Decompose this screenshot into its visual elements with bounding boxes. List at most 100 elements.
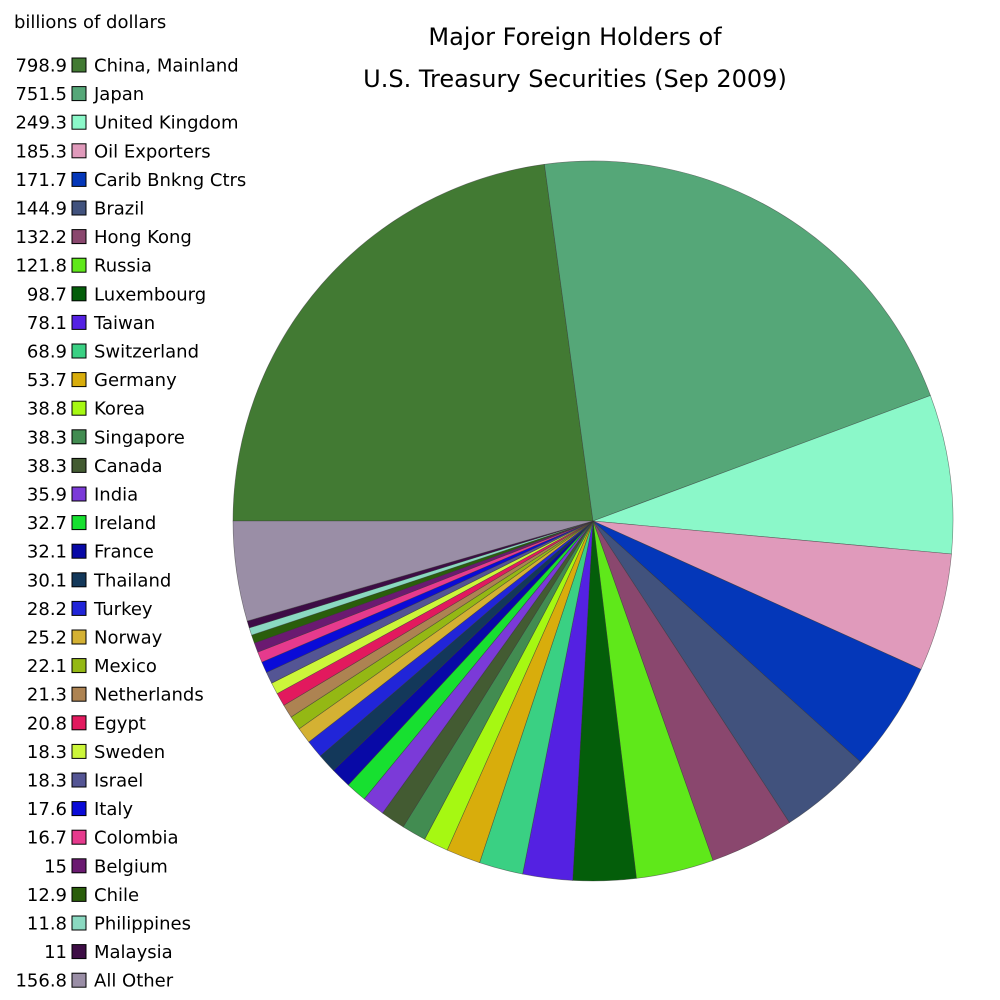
legend-swatch-italy (71, 801, 87, 817)
legend-label-brazil: Brazil (94, 199, 144, 220)
legend-swatch-mexico (71, 658, 87, 674)
legend-value-switzerland: 68.9 (27, 342, 67, 363)
legend-swatch-india (71, 486, 87, 502)
legend-value-thailand: 30.1 (27, 570, 67, 591)
legend-swatch-united-kingdom (71, 114, 87, 130)
legend-label-russia: Russia (94, 256, 152, 277)
legend-swatch-russia (71, 257, 87, 273)
legend-label-france: France (94, 542, 154, 563)
legend-value-germany: 53.7 (27, 370, 67, 391)
chart-title-line1: Major Foreign Holders of (428, 23, 722, 51)
legend-label-ireland: Ireland (94, 513, 156, 534)
legend-value-israel: 18.3 (27, 771, 67, 792)
legend-value-colombia: 16.7 (27, 828, 67, 849)
legend-swatch-norway (71, 629, 87, 645)
legend-value-egypt: 20.8 (27, 713, 67, 734)
legend-label-japan: Japan (93, 84, 144, 105)
legend-swatch-egypt (71, 715, 87, 731)
legend-swatch-switzerland (71, 343, 87, 359)
legend-value-carib-bnkng-ctrs: 171.7 (15, 170, 67, 191)
legend-value-japan: 751.5 (15, 84, 67, 105)
legend-label-united-kingdom: United Kingdom (94, 113, 238, 134)
legend-label-all-other: All Other (94, 971, 174, 992)
legend-value-netherlands: 21.3 (27, 685, 67, 706)
legend-label-belgium: Belgium (94, 856, 168, 877)
legend-value-chile: 12.9 (27, 885, 67, 906)
legend-label-sweden: Sweden (94, 742, 165, 763)
legend-value-russia: 121.8 (15, 256, 67, 277)
legend-value-taiwan: 78.1 (27, 313, 67, 334)
pie-slice-all-other (232, 520, 594, 622)
units-label: billions of dollars (14, 12, 166, 33)
legend-swatch-malaysia (71, 944, 87, 960)
legend-swatch-israel (71, 772, 87, 788)
legend-value-singapore: 38.3 (27, 427, 67, 448)
legend-swatch-carib-bnkng-ctrs (71, 171, 87, 187)
legend-value-france: 32.1 (27, 542, 67, 563)
legend-label-mexico: Mexico (94, 656, 157, 677)
legend-swatch-chile (71, 886, 87, 902)
legend-swatch-germany (71, 372, 87, 388)
legend-swatch-netherlands (71, 686, 87, 702)
legend-value-italy: 17.6 (27, 799, 67, 820)
legend-swatch-france (71, 543, 87, 559)
legend-swatch-turkey (71, 600, 87, 616)
legend-swatch-philippines (71, 915, 87, 931)
legend-value-united-kingdom: 249.3 (15, 113, 67, 134)
legend-value-hong-kong: 132.2 (15, 227, 67, 248)
legend-value-luxembourg: 98.7 (27, 284, 67, 305)
legend-swatch-singapore (71, 429, 87, 445)
legend-label-singapore: Singapore (94, 427, 185, 448)
legend-label-italy: Italy (94, 799, 133, 820)
legend-label-korea: Korea (94, 399, 145, 420)
legend-swatch-thailand (71, 572, 87, 588)
legend-swatch-taiwan (71, 314, 87, 330)
pie-slice-china-mainland (232, 163, 594, 522)
legend-label-malaysia: Malaysia (94, 942, 173, 963)
legend-label-norway: Norway (94, 628, 163, 649)
legend-value-all-other: 156.8 (15, 971, 67, 992)
legend-swatch-korea (71, 400, 87, 416)
legend-swatch-all-other (71, 972, 87, 988)
legend-swatch-canada (71, 457, 87, 473)
legend-label-netherlands: Netherlands (94, 685, 204, 706)
legend-label-taiwan: Taiwan (93, 313, 155, 334)
legend-label-colombia: Colombia (94, 828, 179, 849)
legend-label-chile: Chile (94, 885, 139, 906)
legend-value-korea: 38.8 (27, 399, 67, 420)
pie-slice-japan (544, 160, 931, 522)
legend-swatch-belgium (71, 858, 87, 874)
legend-label-india: India (94, 485, 138, 506)
pie-slice-united-kingdom (592, 395, 954, 555)
chart-title-line2: U.S. Treasury Securities (Sep 2009) (363, 65, 787, 93)
legend-label-egypt: Egypt (94, 713, 146, 734)
legend-swatch-sweden (71, 743, 87, 759)
legend-value-canada: 38.3 (27, 456, 67, 477)
legend-swatch-china-mainland (71, 57, 87, 73)
legend-label-oil-exporters: Oil Exporters (94, 141, 211, 162)
legend-label-israel: Israel (94, 771, 143, 792)
legend-value-belgium: 15 (44, 856, 67, 877)
legend-value-sweden: 18.3 (27, 742, 67, 763)
legend-label-china-mainland: China, Mainland (94, 56, 239, 77)
legend-value-turkey: 28.2 (27, 599, 67, 620)
legend-value-mexico: 22.1 (27, 656, 67, 677)
legend-value-malaysia: 11 (44, 942, 67, 963)
legend: 798.9 China, Mainland 751.5 Japan 249.3 Unite… (15, 56, 246, 992)
legend-value-china-mainland: 798.9 (15, 56, 67, 77)
legend-value-ireland: 32.7 (27, 513, 67, 534)
legend-label-luxembourg: Luxembourg (94, 284, 206, 305)
legend-value-oil-exporters: 185.3 (15, 141, 67, 162)
legend-label-carib-bnkng-ctrs: Carib Bnkng Ctrs (94, 170, 246, 191)
legend-swatch-oil-exporters (71, 143, 87, 159)
legend-label-hong-kong: Hong Kong (94, 227, 192, 248)
legend-value-brazil: 144.9 (15, 199, 67, 220)
legend-label-canada: Canada (94, 456, 163, 477)
legend-label-thailand: Thailand (93, 570, 171, 591)
legend-label-switzerland: Switzerland (94, 342, 199, 363)
pie-slices (232, 160, 954, 882)
legend-value-philippines: 11.8 (27, 914, 67, 935)
legend-label-philippines: Philippines (94, 914, 191, 935)
legend-swatch-luxembourg (71, 286, 87, 302)
